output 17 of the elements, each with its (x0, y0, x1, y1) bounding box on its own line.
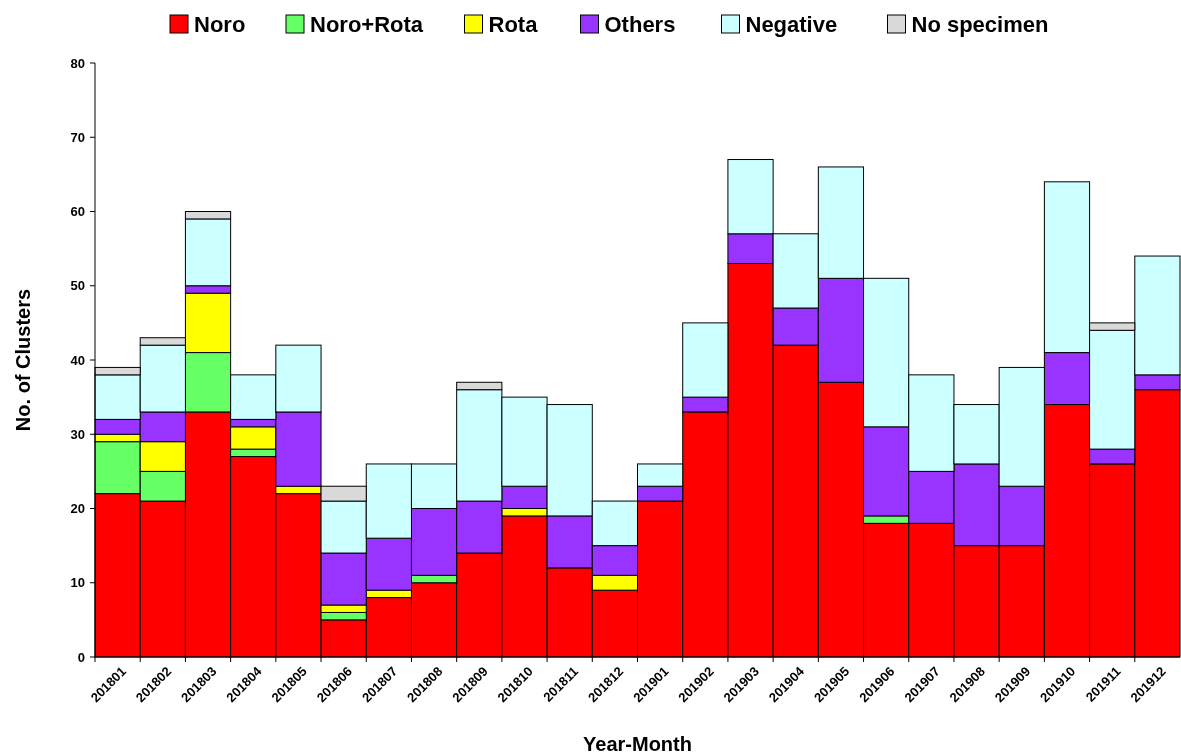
x-axis-title: Year-Month (583, 733, 692, 755)
y-tick-label: 40 (70, 352, 85, 368)
y-tick-label: 60 (70, 204, 85, 220)
y-tick-label: 80 (70, 55, 85, 71)
y-axis-title: No. of Clusters (12, 288, 34, 432)
y-tick-label: 30 (70, 426, 85, 442)
y-tick-label: 10 (70, 575, 85, 591)
legend-label: Noro (194, 12, 246, 37)
y-tick-label: 20 (70, 501, 85, 517)
y-tick-label: 70 (70, 129, 85, 145)
legend-label: Noro+Rota (310, 12, 424, 37)
y-tick-label: 50 (70, 278, 85, 294)
legend-label: No specimen (911, 12, 1049, 37)
legend-label: Negative (745, 12, 838, 37)
y-tick-label: 0 (77, 649, 85, 665)
legend-label: Rota (488, 12, 539, 37)
legend-label: Others (604, 12, 676, 37)
